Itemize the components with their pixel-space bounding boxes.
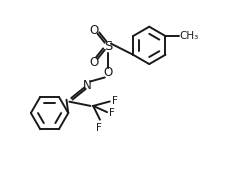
Text: O: O [89,56,99,69]
Text: O: O [104,66,113,80]
Text: F: F [109,108,115,118]
Text: CH₃: CH₃ [180,31,199,41]
Text: F: F [112,96,118,106]
Text: S: S [104,40,113,53]
Text: N: N [83,79,91,92]
Text: O: O [89,24,99,37]
Text: F: F [96,123,101,133]
